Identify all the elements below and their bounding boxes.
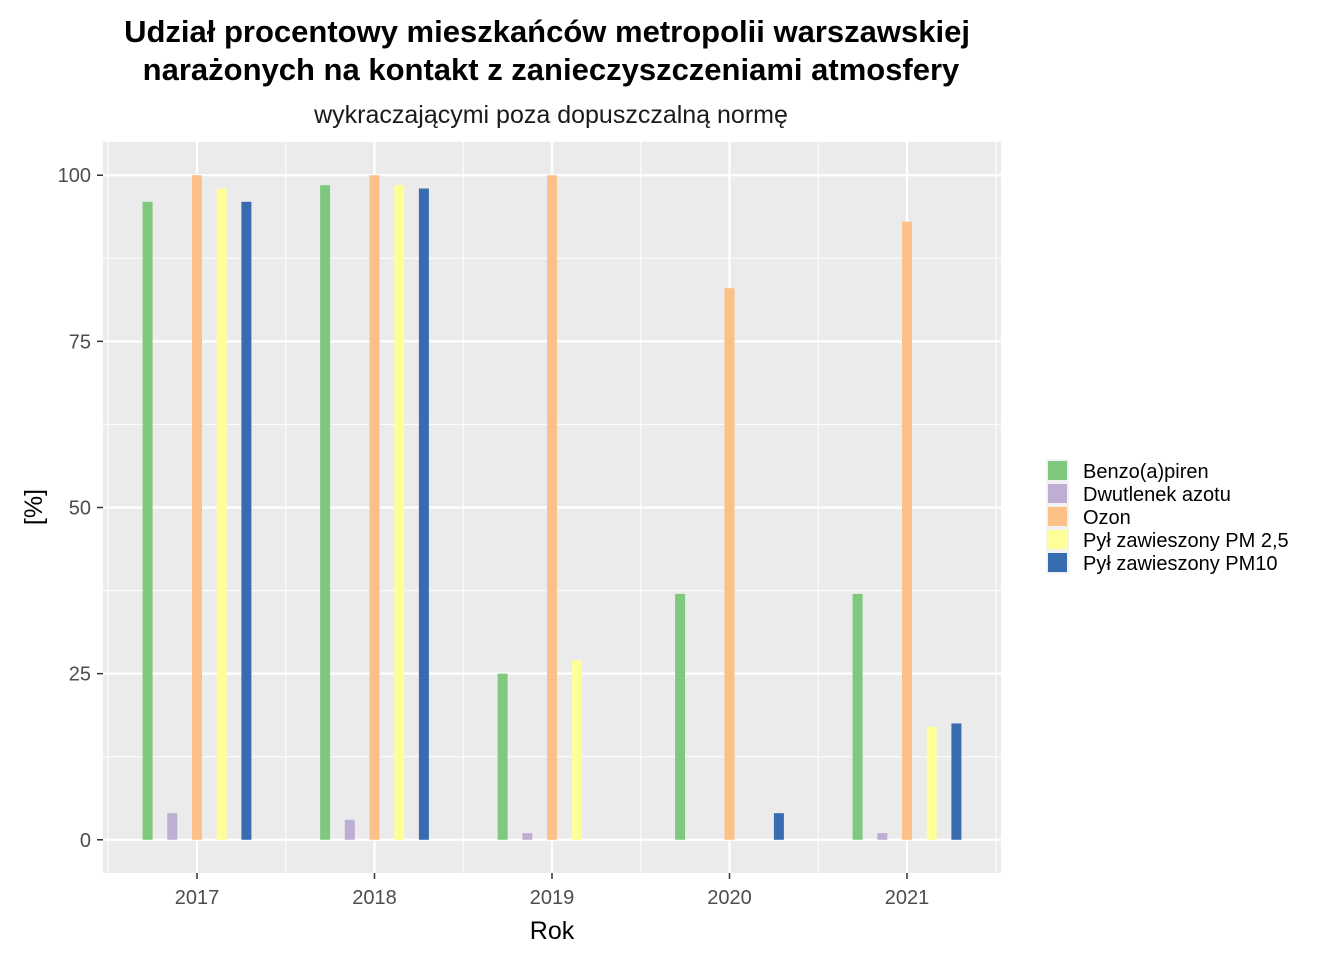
x-axis: 2017 2018 2019 2020 2021 [175, 873, 930, 909]
legend-label: Pył zawieszony PM 2,5 [1083, 530, 1289, 552]
y-axis-title: [%] [20, 489, 48, 525]
x-tick-label: 2020 [707, 887, 752, 909]
legend-swatch [1048, 530, 1067, 549]
y-tick-label: 75 [69, 331, 91, 353]
bar [724, 288, 735, 840]
x-tick-label: 2018 [352, 887, 397, 909]
legend-label: Benzo(a)piren [1083, 461, 1209, 483]
chart-title-line-2: narażonych na kontakt z zanieczyszczenia… [143, 52, 960, 87]
bar [522, 833, 533, 840]
bar [571, 660, 582, 840]
chart-subtitle: wykraczającymi poza dopuszczalną normę [313, 101, 788, 129]
bar [497, 673, 508, 840]
x-axis-title: Rok [530, 917, 575, 945]
x-tick-label: 2021 [885, 887, 930, 909]
bar [344, 819, 355, 840]
bar [394, 185, 405, 840]
bar [773, 813, 784, 840]
bar [369, 175, 380, 840]
bar [320, 185, 331, 840]
bar [167, 813, 178, 840]
y-tick-label: 100 [58, 165, 91, 187]
y-axis: 0 25 50 75 100 [58, 165, 103, 852]
bar [902, 221, 912, 840]
bar [852, 593, 863, 840]
bar [216, 188, 227, 840]
bar [241, 201, 252, 840]
y-tick-label: 0 [80, 830, 91, 852]
legend-label: Dwutlenek azotu [1083, 484, 1231, 506]
y-tick-label: 50 [69, 498, 91, 520]
bar [926, 726, 937, 840]
bar [675, 593, 686, 840]
x-tick-label: 2017 [175, 887, 220, 909]
legend-swatch [1048, 507, 1067, 526]
legend-label: Pył zawieszony PM10 [1083, 553, 1278, 575]
chart-title-line-1: Udział procentowy mieszkańców metropolii… [124, 14, 970, 49]
bars [142, 175, 962, 840]
legend-swatch [1048, 484, 1067, 503]
legend-swatch [1048, 461, 1067, 480]
legend-label: Ozon [1083, 507, 1131, 529]
bar [142, 201, 153, 840]
bar [547, 175, 557, 840]
bar [192, 175, 202, 840]
bar [877, 833, 888, 840]
bar [951, 723, 962, 840]
y-tick-label: 25 [69, 664, 91, 686]
x-tick-label: 2019 [530, 887, 575, 909]
bar [418, 188, 429, 840]
legend-swatch [1048, 553, 1067, 572]
